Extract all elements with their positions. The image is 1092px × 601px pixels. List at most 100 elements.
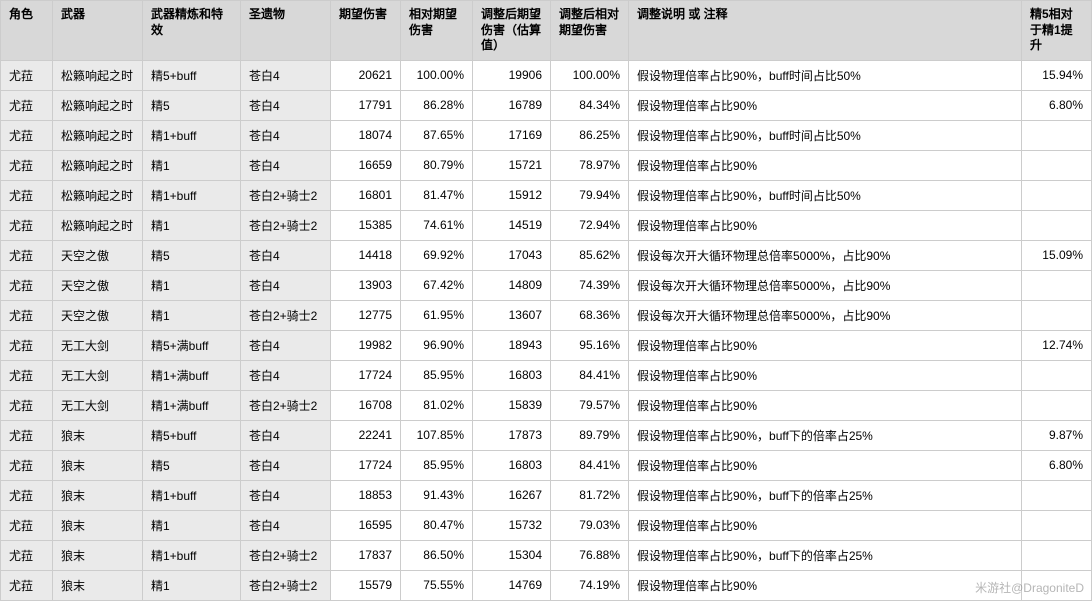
cell xyxy=(1022,210,1092,240)
cell: 尤菈 xyxy=(1,570,53,600)
cell: 69.92% xyxy=(401,240,473,270)
cell: 假设物理倍率占比90% xyxy=(629,210,1022,240)
cell: 狼末 xyxy=(53,540,143,570)
cell: 74.19% xyxy=(551,570,629,600)
cell: 72.94% xyxy=(551,210,629,240)
cell: 100.00% xyxy=(401,60,473,90)
col-header-0: 角色 xyxy=(1,1,53,61)
cell: 尤菈 xyxy=(1,210,53,240)
cell: 84.34% xyxy=(551,90,629,120)
table-row: 尤菈狼末精1+buff苍白41885391.43%1626781.72%假设物理… xyxy=(1,480,1092,510)
col-header-3: 圣遗物 xyxy=(241,1,331,61)
cell: 尤菈 xyxy=(1,390,53,420)
cell: 75.55% xyxy=(401,570,473,600)
cell: 狼末 xyxy=(53,420,143,450)
cell: 15385 xyxy=(331,210,401,240)
cell: 苍白4 xyxy=(241,120,331,150)
cell xyxy=(1022,150,1092,180)
cell: 16595 xyxy=(331,510,401,540)
cell: 苍白4 xyxy=(241,420,331,450)
cell: 狼末 xyxy=(53,510,143,540)
cell: 81.72% xyxy=(551,480,629,510)
table-row: 尤菈狼末精1苍白2+骑士21557975.55%1476974.19%假设物理倍… xyxy=(1,570,1092,600)
cell: 79.94% xyxy=(551,180,629,210)
cell: 假设每次开大循环物理总倍率5000%，占比90% xyxy=(629,300,1022,330)
cell: 74.39% xyxy=(551,270,629,300)
cell: 89.79% xyxy=(551,420,629,450)
cell: 精1 xyxy=(143,510,241,540)
table-row: 尤菈天空之傲精1苍白41390367.42%1480974.39%假设每次开大循… xyxy=(1,270,1092,300)
table-row: 尤菈狼末精5苍白41772485.95%1680384.41%假设物理倍率占比9… xyxy=(1,450,1092,480)
cell: 14418 xyxy=(331,240,401,270)
cell: 100.00% xyxy=(551,60,629,90)
cell: 精5 xyxy=(143,90,241,120)
cell: 14769 xyxy=(473,570,551,600)
cell: 17043 xyxy=(473,240,551,270)
table-row: 尤菈狼末精1+buff苍白2+骑士21783786.50%1530476.88%… xyxy=(1,540,1092,570)
cell: 狼末 xyxy=(53,480,143,510)
cell: 尤菈 xyxy=(1,240,53,270)
cell: 狼末 xyxy=(53,450,143,480)
cell: 15912 xyxy=(473,180,551,210)
cell: 尤菈 xyxy=(1,330,53,360)
cell: 16803 xyxy=(473,360,551,390)
cell xyxy=(1022,540,1092,570)
cell: 12.74% xyxy=(1022,330,1092,360)
table-row: 尤菈天空之傲精5苍白41441869.92%1704385.62%假设每次开大循… xyxy=(1,240,1092,270)
cell: 74.61% xyxy=(401,210,473,240)
cell: 天空之傲 xyxy=(53,300,143,330)
cell: 假设物理倍率占比90%，buff下的倍率占25% xyxy=(629,540,1022,570)
cell: 精1 xyxy=(143,270,241,300)
cell: 精1 xyxy=(143,150,241,180)
col-header-7: 调整后相对期望伤害 xyxy=(551,1,629,61)
table-row: 尤菈无工大剑精1+满buff苍白41772485.95%1680384.41%假… xyxy=(1,360,1092,390)
cell: 松籁响起之时 xyxy=(53,210,143,240)
cell: 尤菈 xyxy=(1,300,53,330)
cell: 17724 xyxy=(331,360,401,390)
cell: 无工大剑 xyxy=(53,360,143,390)
cell: 67.42% xyxy=(401,270,473,300)
cell: 苍白2+骑士2 xyxy=(241,570,331,600)
cell: 苍白4 xyxy=(241,360,331,390)
cell: 精1+满buff xyxy=(143,390,241,420)
cell: 假设物理倍率占比90%，buff时间占比50% xyxy=(629,60,1022,90)
cell: 17837 xyxy=(331,540,401,570)
col-header-9: 精5相对于精1提升 xyxy=(1022,1,1092,61)
cell: 尤菈 xyxy=(1,180,53,210)
cell: 81.47% xyxy=(401,180,473,210)
cell: 15.94% xyxy=(1022,60,1092,90)
cell: 20621 xyxy=(331,60,401,90)
cell: 15839 xyxy=(473,390,551,420)
cell: 尤菈 xyxy=(1,510,53,540)
table-row: 尤菈松籁响起之时精5苍白41779186.28%1678984.34%假设物理倍… xyxy=(1,90,1092,120)
cell: 苍白4 xyxy=(241,450,331,480)
cell: 80.79% xyxy=(401,150,473,180)
cell: 18074 xyxy=(331,120,401,150)
table-row: 尤菈松籁响起之时精1苍白41665980.79%1572178.97%假设物理倍… xyxy=(1,150,1092,180)
cell: 22241 xyxy=(331,420,401,450)
cell: 尤菈 xyxy=(1,60,53,90)
cell: 苍白4 xyxy=(241,480,331,510)
cell: 苍白2+骑士2 xyxy=(241,180,331,210)
cell: 16267 xyxy=(473,480,551,510)
table-row: 尤菈狼末精5+buff苍白422241107.85%1787389.79%假设物… xyxy=(1,420,1092,450)
cell: 86.50% xyxy=(401,540,473,570)
cell xyxy=(1022,510,1092,540)
cell: 苍白2+骑士2 xyxy=(241,540,331,570)
table-row: 尤菈天空之傲精1苍白2+骑士21277561.95%1360768.36%假设每… xyxy=(1,300,1092,330)
cell: 17169 xyxy=(473,120,551,150)
cell: 78.97% xyxy=(551,150,629,180)
table-row: 尤菈无工大剑精1+满buff苍白2+骑士21670881.02%1583979.… xyxy=(1,390,1092,420)
table-row: 尤菈松籁响起之时精1+buff苍白41807487.65%1716986.25%… xyxy=(1,120,1092,150)
cell: 尤菈 xyxy=(1,480,53,510)
cell: 假设物理倍率占比90% xyxy=(629,390,1022,420)
cell: 尤菈 xyxy=(1,90,53,120)
cell: 无工大剑 xyxy=(53,390,143,420)
cell: 85.95% xyxy=(401,450,473,480)
cell: 假设物理倍率占比90%，buff时间占比50% xyxy=(629,120,1022,150)
cell xyxy=(1022,390,1092,420)
cell: 精1+满buff xyxy=(143,360,241,390)
cell: 17873 xyxy=(473,420,551,450)
cell: 87.65% xyxy=(401,120,473,150)
damage-table: 角色武器武器精炼和特效圣遗物期望伤害相对期望伤害调整后期望伤害（估算值）调整后相… xyxy=(0,0,1092,601)
